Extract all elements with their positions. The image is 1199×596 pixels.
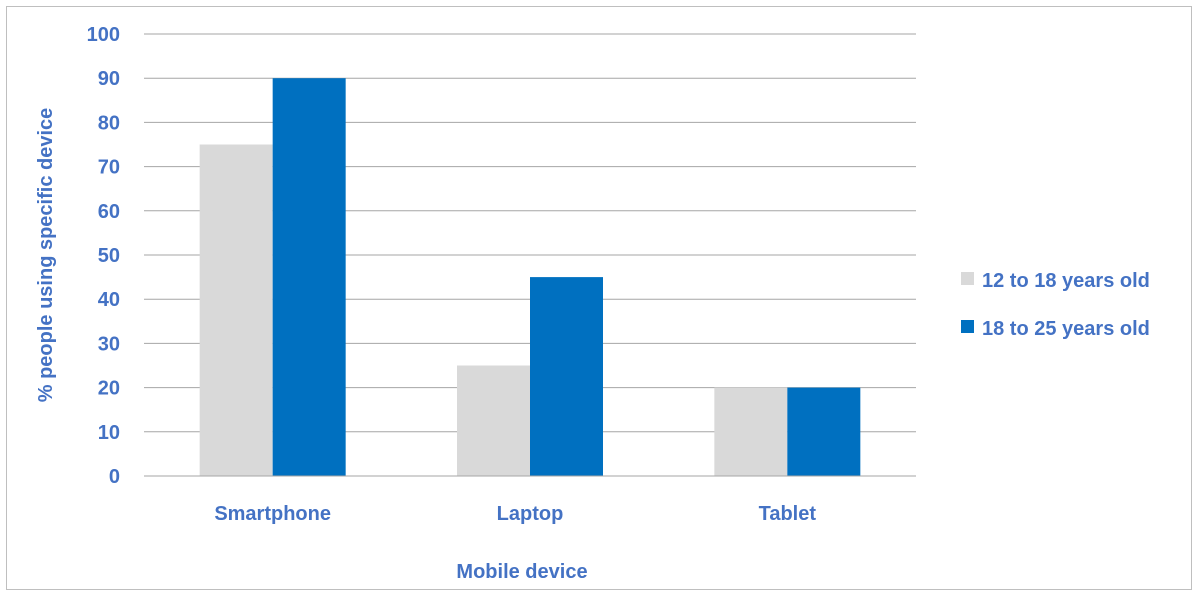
y-axis-ticks: 0 10 20 30 40 50 60 70 80 90 100 xyxy=(87,24,120,488)
y-tick-label: 10 xyxy=(98,422,120,444)
x-category-label: Tablet xyxy=(759,503,817,525)
y-tick-label: 80 xyxy=(98,112,120,134)
bar-tablet-series-0 xyxy=(714,387,788,476)
y-tick-label: 60 xyxy=(98,201,120,223)
x-category-label: Laptop xyxy=(497,503,564,525)
bars xyxy=(199,78,861,476)
bar-smartphone-series-1 xyxy=(272,78,346,476)
legend: 12 to 18 years old 18 to 25 years old xyxy=(961,270,1150,340)
y-tick-label: 100 xyxy=(87,24,120,46)
legend-swatch-12-to-18 xyxy=(961,272,974,285)
legend-label-12-to-18: 12 to 18 years old xyxy=(982,270,1150,292)
x-axis-categories: Smartphone Laptop Tablet xyxy=(214,503,816,525)
legend-swatch-18-to-25 xyxy=(961,320,974,333)
x-axis-title: Mobile device xyxy=(456,561,587,583)
bar-laptop-series-0 xyxy=(457,365,530,476)
bar-smartphone-series-0 xyxy=(199,144,273,476)
y-tick-label: 20 xyxy=(98,378,120,400)
bar-tablet-series-1 xyxy=(787,387,861,476)
x-category-label: Smartphone xyxy=(214,503,331,525)
y-tick-label: 40 xyxy=(98,289,120,311)
legend-label-18-to-25: 18 to 25 years old xyxy=(982,318,1150,340)
y-tick-label: 50 xyxy=(98,245,120,267)
y-tick-label: 70 xyxy=(98,157,120,179)
y-axis-title: % people using specific device xyxy=(35,108,57,403)
y-tick-label: 90 xyxy=(98,68,120,90)
y-tick-label: 30 xyxy=(98,333,120,355)
y-tick-label: 0 xyxy=(109,466,120,488)
bar-laptop-series-1 xyxy=(530,277,603,476)
